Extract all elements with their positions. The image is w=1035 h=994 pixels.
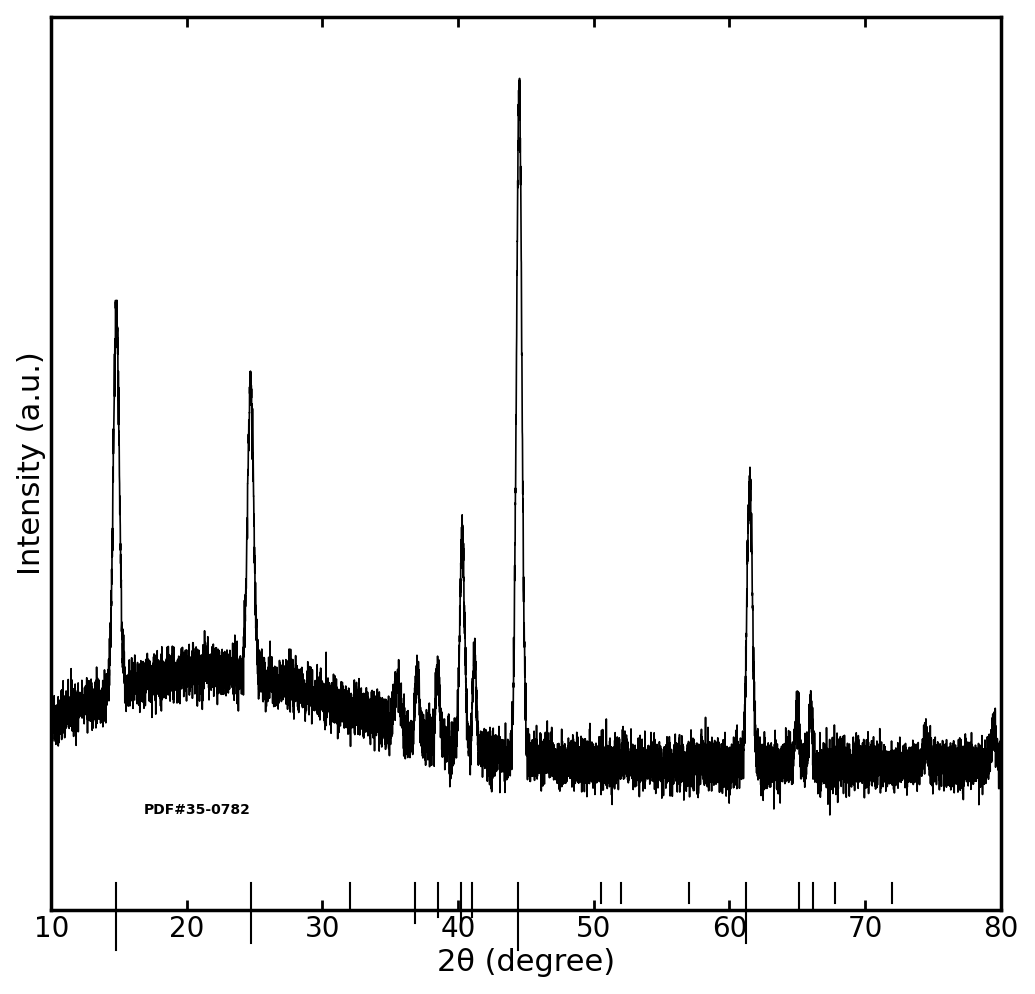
X-axis label: 2θ (degree): 2θ (degree) — [437, 948, 615, 977]
Text: PDF#35-0782: PDF#35-0782 — [144, 803, 250, 817]
Y-axis label: Intensity (a.u.): Intensity (a.u.) — [17, 352, 46, 576]
